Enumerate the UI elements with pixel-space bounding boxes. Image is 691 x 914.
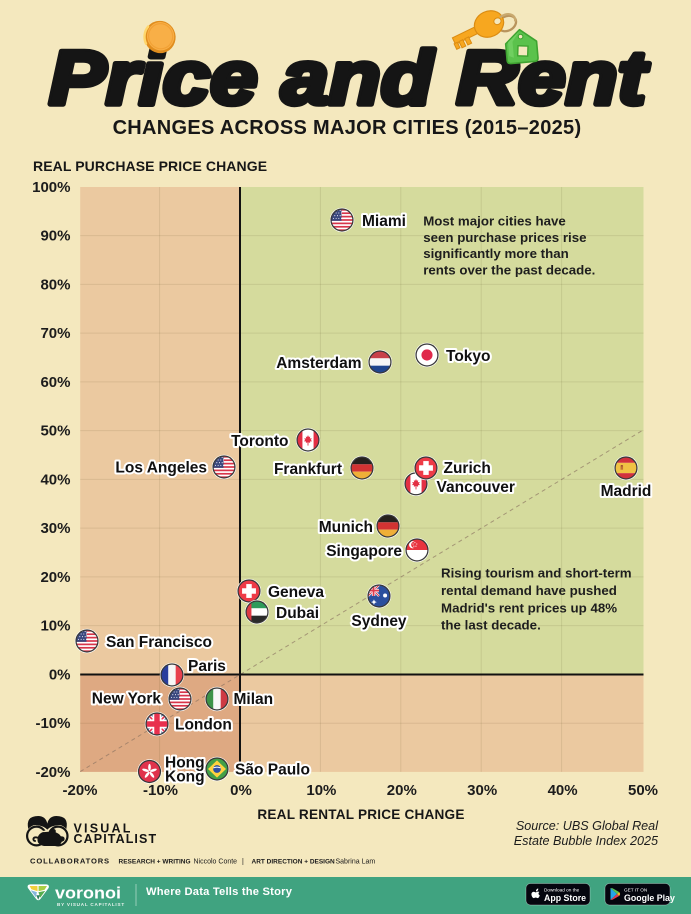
svg-text:Tokyo: Tokyo (446, 348, 491, 365)
svg-text:Rising tourism and short-term: Rising tourism and short-term (441, 566, 632, 581)
svg-text:30%: 30% (40, 520, 70, 537)
svg-text:10%: 10% (306, 782, 336, 799)
svg-text:Google Play: Google Play (624, 893, 675, 903)
svg-text:seen purchase prices rise: seen purchase prices rise (423, 230, 586, 245)
svg-text:Toronto: Toronto (231, 433, 288, 450)
svg-text:Geneva: Geneva (268, 584, 324, 601)
svg-text:Kong: Kong (165, 769, 205, 786)
svg-text:0%: 0% (49, 667, 71, 684)
svg-text:30%: 30% (467, 782, 497, 799)
svg-text:Miami: Miami (362, 213, 406, 230)
svg-text:Madrid: Madrid (601, 483, 652, 500)
svg-text:CAPITALIST: CAPITALIST (74, 832, 158, 846)
svg-text:10%: 10% (40, 618, 70, 635)
svg-text:-10%: -10% (35, 715, 70, 732)
svg-text:Amsterdam: Amsterdam (276, 355, 361, 372)
svg-text:Niccolo Conte: Niccolo Conte (194, 859, 238, 866)
svg-text:REAL PURCHASE PRICE CHANGE: REAL PURCHASE PRICE CHANGE (33, 158, 267, 174)
svg-text:ART DIRECTION + DESIGN: ART DIRECTION + DESIGN (252, 859, 336, 866)
svg-text:60%: 60% (40, 374, 70, 391)
svg-text:Los Angeles: Los Angeles (115, 460, 207, 477)
svg-text:Munich: Munich (319, 519, 373, 536)
svg-text:CHANGES ACROSS MAJOR CITIES (2: CHANGES ACROSS MAJOR CITIES (2015–2025) (113, 117, 582, 139)
svg-text:20%: 20% (40, 569, 70, 586)
svg-text:Price and Rent: Price and Rent (49, 36, 649, 121)
svg-text:Hong: Hong (165, 755, 205, 772)
svg-text:Singapore: Singapore (326, 543, 402, 560)
svg-text:Milan: Milan (234, 691, 274, 708)
svg-text:90%: 90% (40, 228, 70, 245)
svg-text:Source: UBS Global Real: Source: UBS Global Real (516, 819, 659, 833)
svg-text:0%: 0% (230, 782, 252, 799)
svg-text:Paris: Paris (188, 658, 226, 675)
svg-text:-10%: -10% (143, 782, 178, 799)
svg-text:the last decade.: the last decade. (441, 618, 541, 633)
svg-text:RESEARCH + WRITING: RESEARCH + WRITING (119, 859, 191, 866)
svg-text:20%: 20% (387, 782, 417, 799)
svg-text:London: London (175, 717, 232, 734)
svg-text:Most major cities have: Most major cities have (423, 214, 566, 229)
svg-text:REAL RENTAL PRICE CHANGE: REAL RENTAL PRICE CHANGE (257, 807, 464, 822)
svg-text:Frankfurt: Frankfurt (274, 461, 342, 478)
svg-text:80%: 80% (40, 276, 70, 293)
svg-text:São Paulo: São Paulo (235, 762, 310, 779)
svg-text:GET IT ON: GET IT ON (624, 888, 647, 893)
svg-text:Sydney: Sydney (351, 613, 407, 630)
svg-text:100%: 100% (32, 179, 70, 196)
svg-text:Dubai: Dubai (276, 605, 319, 622)
svg-text:-20%: -20% (35, 764, 70, 781)
svg-text:BY VISUAL CAPITALIST: BY VISUAL CAPITALIST (57, 902, 125, 907)
svg-text:San Francisco: San Francisco (106, 634, 212, 651)
svg-text:Where Data Tells the Story: Where Data Tells the Story (146, 886, 293, 898)
svg-text:VISUAL: VISUAL (74, 822, 133, 836)
svg-text:70%: 70% (40, 325, 70, 342)
svg-text:40%: 40% (548, 782, 578, 799)
svg-text:Sabrina Lam: Sabrina Lam (336, 859, 376, 866)
svg-text:voronoi: voronoi (55, 884, 121, 902)
svg-text:New York: New York (92, 691, 162, 708)
svg-text:rental demand have pushed: rental demand have pushed (441, 583, 617, 598)
svg-text:significantly more than: significantly more than (423, 246, 569, 261)
svg-text:40%: 40% (40, 471, 70, 488)
svg-text:App Store: App Store (544, 893, 586, 903)
svg-text:Zurich: Zurich (444, 460, 491, 477)
svg-text:Estate Bubble Index 2025: Estate Bubble Index 2025 (514, 834, 659, 848)
svg-text:|: | (242, 859, 244, 866)
svg-text:50%: 50% (628, 782, 658, 799)
svg-text:COLLABORATORS: COLLABORATORS (30, 857, 110, 866)
svg-text:Vancouver: Vancouver (437, 479, 515, 496)
svg-text:-20%: -20% (62, 782, 97, 799)
svg-text:rents over the past decade.: rents over the past decade. (423, 262, 595, 277)
svg-text:50%: 50% (40, 423, 70, 440)
svg-text:Download on the: Download on the (544, 888, 580, 893)
svg-text:Madrid's rent prices up 48%: Madrid's rent prices up 48% (441, 600, 617, 615)
